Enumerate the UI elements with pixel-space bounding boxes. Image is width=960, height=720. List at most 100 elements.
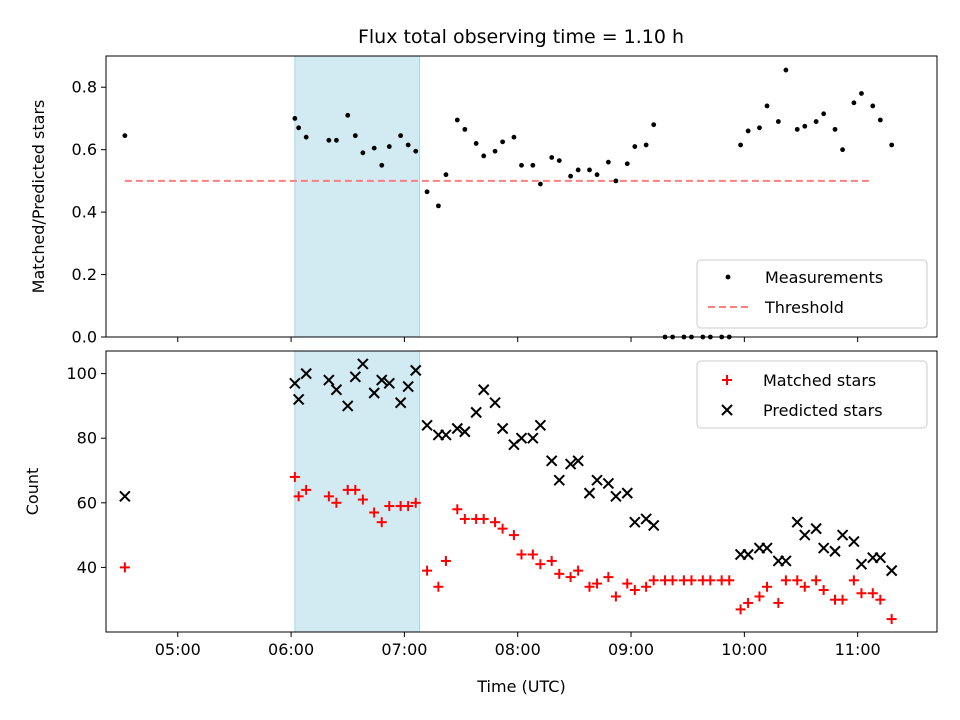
cross-stroke-b: [610, 490, 622, 503]
measurement-point: [587, 167, 592, 173]
cross-stroke-b: [602, 477, 615, 490]
matched-star-point: [735, 604, 746, 615]
measurement-point: [832, 126, 838, 132]
cross-stroke-b: [534, 419, 547, 431]
predicted-star-point: [546, 455, 558, 467]
plot-frame: [105, 55, 938, 338]
cross-stroke-b: [629, 516, 641, 528]
cross-stroke-b: [119, 490, 131, 503]
predicted-star-point: [376, 374, 388, 386]
cross-stroke-b: [647, 519, 660, 532]
cross-stroke-b: [402, 380, 414, 393]
matched-star-point: [384, 501, 395, 512]
measurement-point: [877, 117, 883, 123]
measurement-point: [424, 189, 430, 195]
cross-stroke-b: [742, 548, 754, 561]
cross-stroke-b: [583, 487, 596, 499]
measurement-point: [292, 116, 298, 121]
cross-stroke-b: [848, 535, 860, 548]
y-tick-label: 0.8: [72, 78, 97, 97]
predicted-star-point: [572, 455, 584, 467]
predicted-star-point: [383, 377, 396, 390]
predicted-star-point: [885, 564, 898, 577]
cross-stroke-b: [810, 522, 822, 535]
cross-stroke-b: [621, 487, 633, 499]
cross-stroke-b: [591, 474, 603, 486]
predicted-star-point: [848, 535, 860, 548]
measurement-point: [360, 150, 366, 156]
cross-stroke-b: [780, 555, 792, 567]
legend-matched-marker: [722, 375, 732, 385]
measurement-point: [386, 144, 392, 149]
cross-stroke-b: [799, 529, 811, 541]
measurement-point: [840, 147, 845, 153]
cross-stroke-b: [564, 458, 577, 470]
predicted-star-point: [323, 374, 335, 386]
predicted-star-point: [459, 426, 471, 438]
legend-box: [696, 360, 928, 429]
matched-star-point: [837, 594, 848, 605]
cross-stroke-b: [761, 542, 773, 554]
measurement-point: [530, 162, 536, 168]
matched-star-point: [516, 549, 527, 560]
predicted-star-point: [489, 396, 501, 409]
matched-star-point: [478, 513, 489, 524]
cross-stroke-b: [292, 393, 305, 406]
y-tick-label: 0.6: [72, 140, 97, 159]
predicted-star-point: [496, 422, 509, 435]
cross-stroke-b: [440, 429, 452, 441]
measurement-point: [794, 126, 800, 132]
legend-box: [696, 259, 928, 329]
predicted-star-point: [410, 364, 422, 377]
predicted-star-point: [629, 516, 641, 528]
predicted-star-point: [583, 487, 596, 499]
legend-label-threshold: Threshold: [764, 298, 844, 317]
matched-star-point: [422, 565, 433, 576]
predicted-star-point: [553, 474, 565, 486]
predicted-star-point: [119, 490, 131, 503]
matched-star-point: [622, 578, 633, 589]
observing-window-shade: [294, 350, 421, 633]
predicted-star-point: [647, 519, 660, 532]
matched-star-point: [875, 594, 886, 605]
cross-stroke-b: [640, 513, 652, 525]
legend-label-matched: Matched stars: [763, 371, 876, 390]
cross-stroke-b: [572, 455, 584, 467]
measurement-point: [632, 144, 638, 149]
measurement-point: [371, 145, 377, 151]
y-axis-ticks: 40 60 80 100: [66, 364, 106, 577]
predicted-star-point: [791, 516, 803, 528]
measurement-point: [352, 133, 358, 139]
measurement-point: [738, 142, 743, 148]
predicted-star-point: [621, 487, 633, 499]
matched-star-point: [459, 513, 470, 524]
measurement-point: [851, 100, 857, 106]
legend-predicted-marker: [721, 404, 733, 416]
matched-star-point: [603, 572, 614, 583]
matched-star-point: [848, 575, 859, 586]
measurement-point: [549, 155, 555, 160]
predicted-star-point: [742, 548, 754, 561]
matched-star-point: [773, 597, 784, 608]
matched-star-point: [799, 581, 810, 592]
measurement-point: [870, 103, 876, 109]
predicted-star-point: [300, 367, 312, 380]
predicted-star-points: [119, 358, 898, 577]
matched-star-point: [743, 597, 754, 608]
matched-star-point: [323, 491, 334, 502]
measurement-point: [568, 173, 574, 179]
y-tick-label: 60: [77, 493, 97, 512]
matched-star-point: [792, 575, 803, 586]
x-tick-label: 08:00: [495, 640, 541, 659]
matched-star-point: [818, 585, 829, 596]
measurement-point: [859, 91, 864, 96]
y-tick-label: 0.2: [72, 265, 97, 284]
measurement-point: [500, 139, 506, 145]
count-panel: 40 60 80 100 05:00 06:00 07:00 08:00 09:00 10:00…: [23, 350, 938, 696]
matched-star-point: [573, 565, 584, 576]
cross-stroke-b: [721, 404, 733, 416]
matched-star-point: [331, 497, 342, 508]
measurement-point: [413, 148, 419, 154]
matched-star-point: [376, 517, 387, 528]
predicted-star-point: [829, 545, 841, 557]
